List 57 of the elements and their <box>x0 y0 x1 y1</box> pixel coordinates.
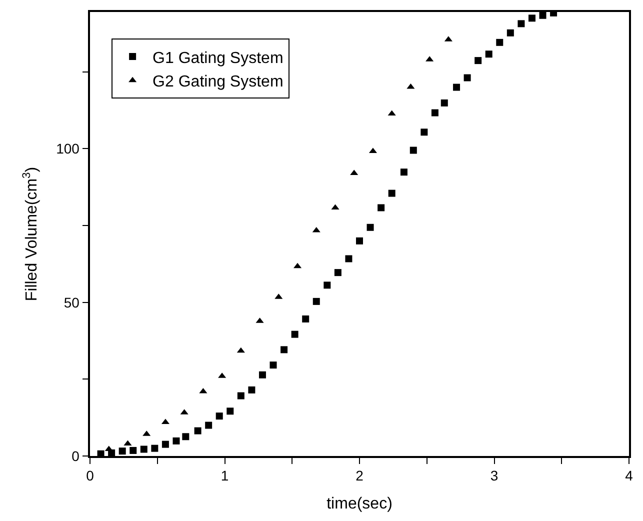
point <box>496 38 504 46</box>
point <box>334 269 342 276</box>
point <box>312 298 320 305</box>
legend-label: G2 Gating System <box>152 74 284 91</box>
point <box>378 204 385 212</box>
x-tick-label: 0 <box>86 468 94 484</box>
y-tick-label: 0 <box>72 448 80 464</box>
point <box>140 446 148 453</box>
point <box>237 392 244 400</box>
point <box>400 168 408 176</box>
x-tick-label: 1 <box>220 468 229 484</box>
point <box>528 14 536 22</box>
point <box>199 388 208 394</box>
y-tick-label: 50 <box>64 294 80 310</box>
point <box>410 146 417 154</box>
point <box>248 386 256 394</box>
point <box>216 412 223 420</box>
point <box>406 83 415 89</box>
point <box>431 109 438 116</box>
point <box>194 427 202 434</box>
point <box>356 237 363 244</box>
point <box>270 362 277 369</box>
point <box>118 448 126 455</box>
x-axis-title: time(sec) <box>326 496 392 513</box>
point <box>518 20 525 28</box>
point <box>485 50 492 58</box>
point <box>506 29 514 36</box>
point <box>172 437 180 444</box>
point <box>236 347 245 353</box>
point <box>464 74 471 82</box>
point <box>226 408 234 415</box>
point <box>97 450 104 456</box>
point <box>280 346 288 354</box>
point <box>539 12 546 19</box>
y-tick-label: 100 <box>56 140 80 157</box>
point <box>350 170 358 176</box>
point <box>302 315 310 322</box>
point <box>205 422 212 429</box>
point <box>474 57 482 64</box>
x-tick-label: 3 <box>490 468 498 484</box>
x-tick-label: 2 <box>356 468 364 484</box>
point <box>182 433 190 440</box>
point <box>453 84 460 91</box>
point <box>258 371 266 378</box>
legend-label: G1 Gating System <box>152 50 284 67</box>
point <box>312 226 320 232</box>
point <box>130 446 137 454</box>
point <box>162 440 169 448</box>
point <box>388 190 396 197</box>
point <box>440 99 448 106</box>
point <box>366 224 374 231</box>
point <box>420 128 428 136</box>
point <box>345 255 352 262</box>
point <box>291 330 298 338</box>
x-tick-label: 4 <box>625 468 634 484</box>
point <box>324 282 331 289</box>
point <box>151 444 158 452</box>
